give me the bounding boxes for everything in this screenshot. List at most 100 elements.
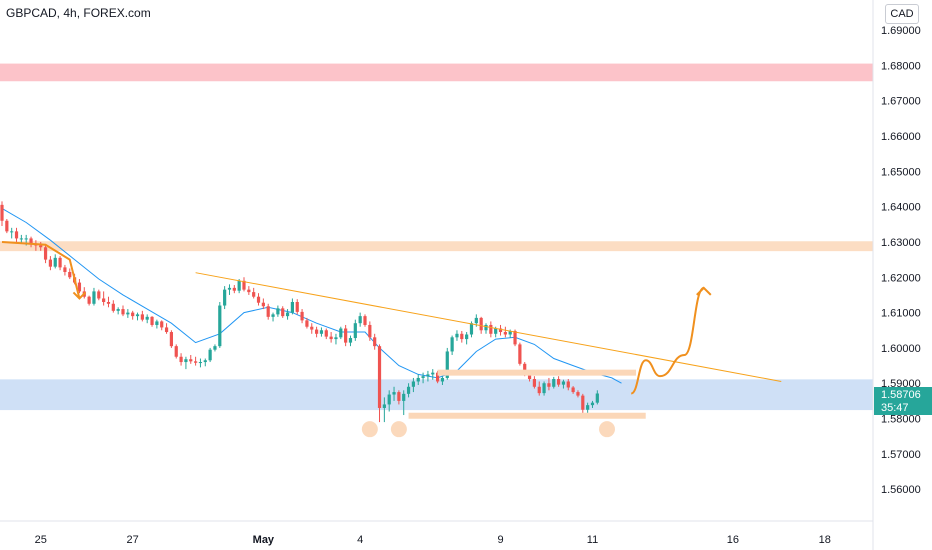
candle-body xyxy=(179,356,183,363)
candle-body xyxy=(121,309,125,315)
candle xyxy=(397,390,401,405)
x-tick-label: 11 xyxy=(587,534,598,546)
candle xyxy=(329,332,333,343)
candle xyxy=(411,377,415,393)
candle-body xyxy=(261,302,265,307)
candle xyxy=(63,264,67,276)
candle xyxy=(590,400,595,408)
candle xyxy=(382,397,386,423)
candle-body xyxy=(465,334,469,340)
candle xyxy=(377,344,382,423)
candle xyxy=(426,370,430,382)
candle xyxy=(532,376,536,389)
candle-body xyxy=(160,321,164,328)
candle-body xyxy=(106,302,111,304)
candle-body xyxy=(87,296,91,304)
candle-body xyxy=(527,374,532,380)
candle xyxy=(203,358,207,367)
x-tick-label: 25 xyxy=(35,534,47,546)
candle-body xyxy=(368,324,372,338)
candle-body xyxy=(271,314,275,317)
candle xyxy=(53,254,57,269)
candle-body xyxy=(68,271,72,278)
candle xyxy=(164,323,169,334)
candle-body xyxy=(445,351,449,378)
candle-body xyxy=(503,332,507,335)
candle xyxy=(353,319,357,341)
candle-body xyxy=(242,280,246,290)
candle-body xyxy=(111,303,115,311)
candle xyxy=(460,330,464,343)
candle xyxy=(465,332,469,345)
candle-body xyxy=(135,314,140,317)
candle-body xyxy=(377,346,382,408)
candle xyxy=(324,328,328,340)
candle xyxy=(484,323,488,334)
candle xyxy=(576,390,580,398)
candle-body xyxy=(247,289,251,293)
candle xyxy=(111,300,115,313)
candle-body xyxy=(29,238,33,244)
candle xyxy=(256,293,261,306)
candle xyxy=(116,307,120,315)
candle xyxy=(276,305,280,317)
bottom-marker xyxy=(390,421,407,438)
price-zone-1 xyxy=(0,241,873,252)
candle-body xyxy=(469,323,474,335)
candle-body xyxy=(455,333,459,338)
candle-body xyxy=(537,386,541,394)
candle xyxy=(552,376,556,389)
level-line-0 xyxy=(437,369,637,376)
candle-body xyxy=(140,314,144,320)
candle-body xyxy=(358,316,362,324)
currency-button[interactable]: CAD xyxy=(885,4,919,24)
candle xyxy=(387,390,391,412)
candle-body xyxy=(232,287,236,291)
x-tick-label: 4 xyxy=(357,534,363,546)
x-tick-label: 9 xyxy=(497,534,503,546)
candle-body xyxy=(14,231,19,239)
candle-body xyxy=(213,346,217,350)
candle xyxy=(247,286,251,295)
candle-body xyxy=(406,386,411,394)
candle xyxy=(252,287,256,299)
candle-body xyxy=(590,402,595,406)
candle-body xyxy=(344,328,348,343)
candle xyxy=(547,377,551,391)
candle xyxy=(440,376,445,386)
candle-body xyxy=(189,359,193,362)
candle xyxy=(542,381,546,396)
candle xyxy=(489,321,493,338)
y-tick-label: 1.65000 xyxy=(881,166,921,178)
candle xyxy=(184,356,188,370)
x-tick-label: 27 xyxy=(127,534,139,546)
candle xyxy=(305,317,309,329)
candle-body xyxy=(329,336,333,340)
candle-body xyxy=(523,363,527,375)
candle-body xyxy=(10,231,14,233)
candle-body xyxy=(131,312,135,317)
candle-body xyxy=(474,317,478,324)
candle-body xyxy=(155,321,159,325)
candle-body xyxy=(194,361,198,363)
y-tick-label: 1.69000 xyxy=(881,25,921,37)
y-tick-label: 1.61000 xyxy=(881,308,921,320)
candle-body xyxy=(24,238,28,240)
x-ticks-layer: 2527May491116182325 xyxy=(0,520,873,546)
candle-body xyxy=(542,383,546,394)
candle-body xyxy=(382,404,386,408)
candle-body xyxy=(392,392,396,395)
candle-body xyxy=(281,308,285,317)
candle-body xyxy=(97,291,101,299)
candle-body xyxy=(436,372,440,382)
candle xyxy=(595,390,599,405)
candle-body xyxy=(348,338,353,343)
price-axis[interactable]: 1.69000 1.68000 1.67000 1.66000 1.65000 1.640… xyxy=(872,0,932,550)
price-zone-2 xyxy=(0,379,873,411)
y-tick-label: 1.68000 xyxy=(881,60,921,72)
candle xyxy=(121,305,125,317)
x-tick-label: 16 xyxy=(727,534,739,546)
last-price-value: 1.58706 xyxy=(881,389,921,401)
candle xyxy=(140,310,144,322)
